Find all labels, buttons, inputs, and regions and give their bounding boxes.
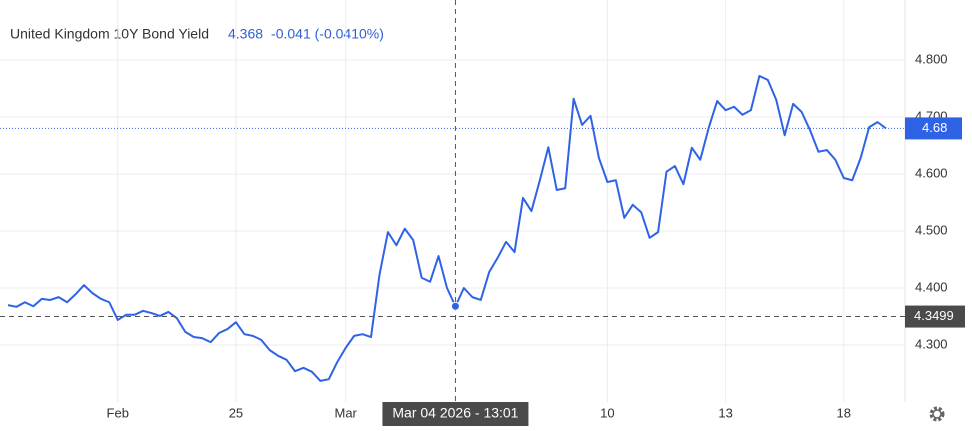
y-tick-label: 4.600 [915, 165, 948, 180]
x-tick-label: 10 [600, 405, 614, 420]
y-tick-label: 4.500 [915, 222, 948, 237]
crosshair-x-box [382, 402, 529, 426]
x-tick-label: 13 [718, 405, 732, 420]
crosshair-y-box [905, 305, 965, 328]
last-price-label: 4.68 [922, 120, 947, 135]
x-tick-label: Mar [334, 405, 357, 420]
legend-value: 4.368 [228, 26, 263, 42]
chart-title: United Kingdom 10Y Bond Yield [10, 26, 209, 42]
series-line [7, 74, 887, 382]
crosshair-y-label: 4.3499 [914, 308, 954, 323]
y-tick-label: 4.800 [915, 51, 948, 66]
last-price-box [905, 117, 962, 140]
settings-icon[interactable] [929, 406, 945, 422]
gear-body [932, 409, 942, 419]
y-tick-label: 4.300 [915, 336, 948, 351]
gear-teeth [929, 406, 945, 422]
x-tick-label: 18 [837, 405, 851, 420]
legend-change: -0.041 (-0.0410%) [271, 26, 384, 42]
crosshair-x-label: Mar 04 2026 - 13:01 [392, 405, 518, 421]
crosshair-point [450, 301, 460, 311]
x-tick-label: 25 [229, 405, 243, 420]
x-tick-label: Feb [107, 405, 129, 420]
y-tick-label: 4.400 [915, 279, 948, 294]
